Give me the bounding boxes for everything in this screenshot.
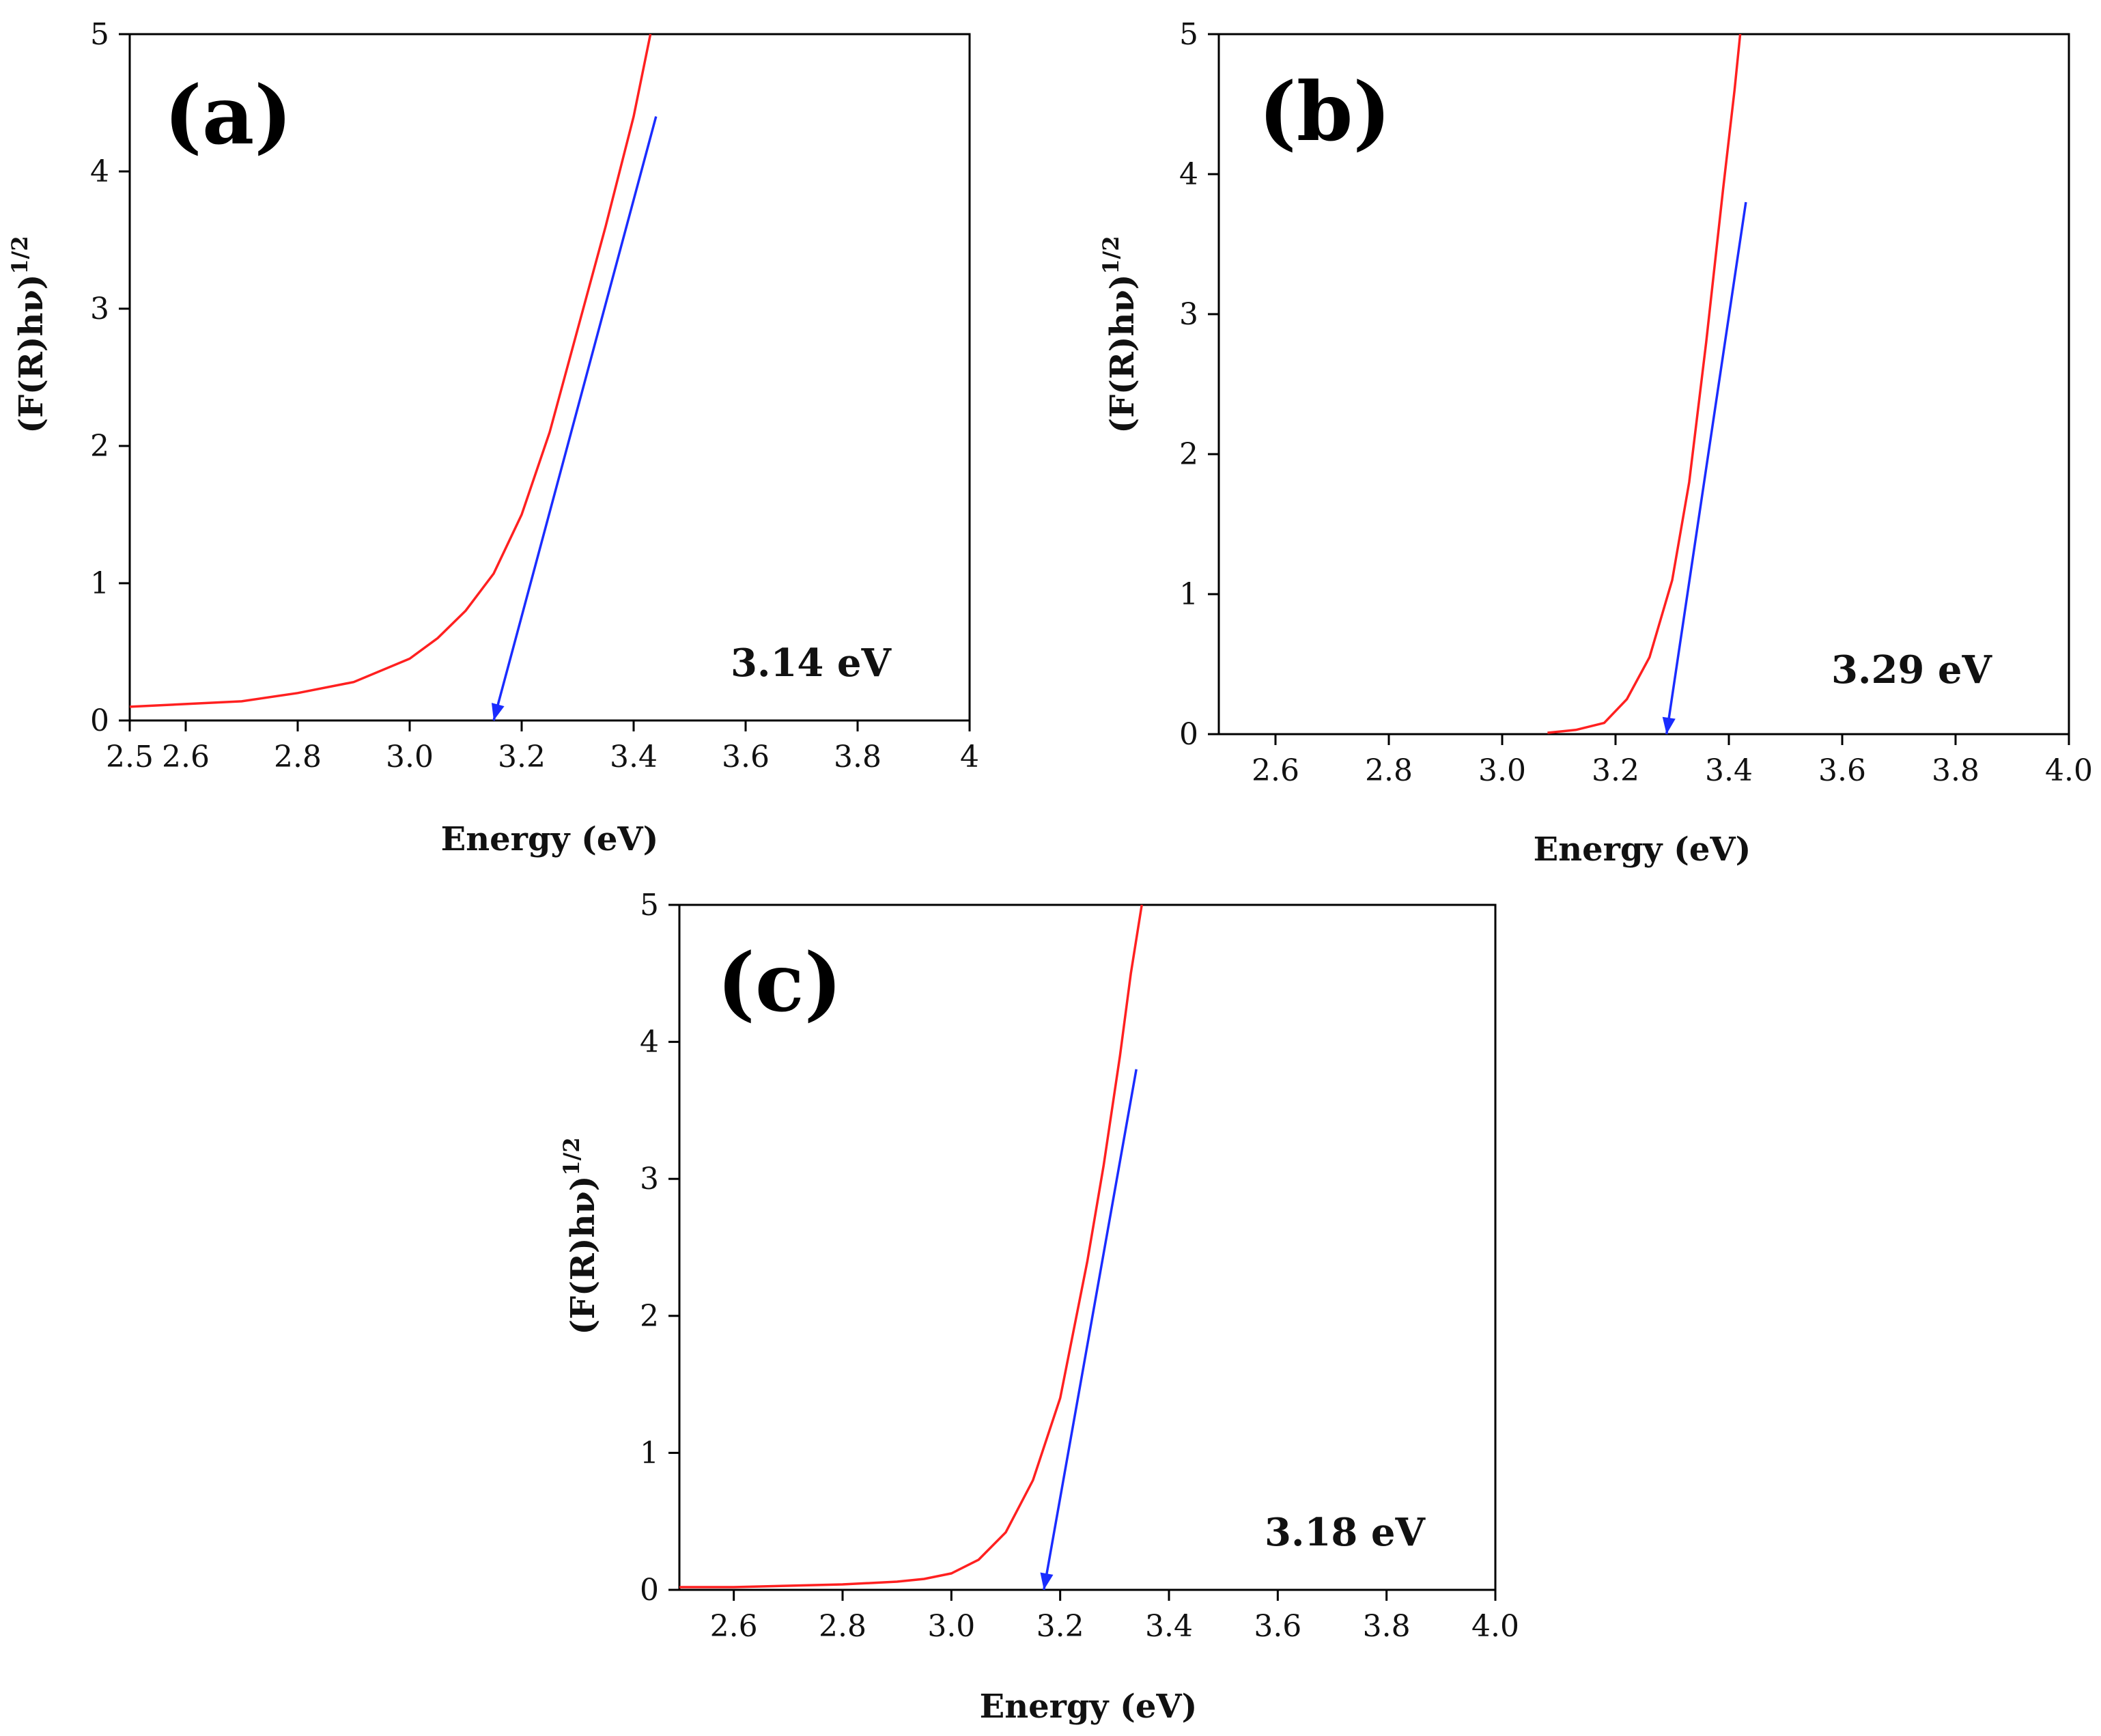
panel-a-y-tick-label: 0 bbox=[90, 703, 109, 738]
panel-c-y-tick-label: 2 bbox=[640, 1299, 659, 1334]
panel-c-y-axis-label-main: (F(R)hν) bbox=[564, 1176, 602, 1335]
panel-c-spectrum-line bbox=[679, 904, 1143, 1588]
panel-b-series bbox=[1547, 33, 1747, 735]
panel-c-series bbox=[679, 904, 1143, 1591]
panel-c: 2.6 2.8 3.0 3.2 3.4 3.6 3.8 4.0 0 1 2 3 4 5 (c) 3.18… bbox=[559, 888, 1519, 1726]
panel-a-x-tick-label: 3.6 bbox=[722, 740, 770, 774]
panel-c-bandgap-label: 3.18 eV bbox=[1265, 1510, 1426, 1555]
panel-a: 2.5 2.6 2.8 3.0 3.2 3.4 3.6 3.8 4 0 1 2 3 4 5 (a) 3.1… bbox=[7, 17, 979, 858]
panel-b-x-tick-label: 3.4 bbox=[1705, 753, 1753, 788]
panel-a-x-tick-label: 3.4 bbox=[610, 740, 658, 774]
panel-a-y-axis-label-text: (F(R)hν)1/2 bbox=[7, 236, 51, 433]
panel-b-x-tick-label: 2.8 bbox=[1365, 753, 1413, 788]
panel-c-y-tick-label: 0 bbox=[640, 1573, 659, 1608]
panel-c-x-tick-label: 3.2 bbox=[1037, 1609, 1084, 1644]
panel-b-spectrum-line bbox=[1547, 33, 1742, 734]
panel-b-y-tick-label: 0 bbox=[1179, 717, 1198, 752]
panel-a-y-axis-label-main: (F(R)hν) bbox=[12, 275, 51, 434]
panel-b-y-axis-label-text: (F(R)hν)1/2 bbox=[1098, 236, 1142, 433]
panel-b-y-axis-label-sup: 1/2 bbox=[1098, 236, 1124, 274]
panel-a-y-tick-label: 4 bbox=[90, 154, 109, 189]
panel-b-tangent-arrowhead bbox=[1662, 716, 1676, 734]
panel-c-y-tick-label: 3 bbox=[640, 1162, 659, 1196]
panel-a-tangent-arrowhead bbox=[491, 703, 505, 720]
panel-c-x-tick-label: 3.8 bbox=[1363, 1609, 1411, 1644]
panel-b-tangent-line bbox=[1665, 201, 1747, 735]
panel-c-x-tick-label: 3.0 bbox=[927, 1609, 975, 1644]
panel-b-label: (b) bbox=[1258, 64, 1391, 159]
panel-c-tangent-line bbox=[1043, 1069, 1138, 1591]
panel-b-y-tick-label: 5 bbox=[1179, 17, 1198, 52]
panel-b-x-axis-label: Energy (eV) bbox=[1534, 830, 1751, 869]
panel-b-y-tick-label: 4 bbox=[1179, 157, 1198, 192]
panel-b-bandgap-label: 3.29 eV bbox=[1831, 647, 1993, 692]
panel-b-x-tick-label: 2.6 bbox=[1252, 753, 1299, 788]
panel-c-frame bbox=[678, 904, 1497, 1591]
panel-a-bandgap-label: 3.14 eV bbox=[731, 641, 892, 686]
panel-c-y-axis-label-text: (F(R)hν)1/2 bbox=[559, 1137, 602, 1334]
panel-a-y-tick-label: 2 bbox=[90, 429, 109, 464]
panel-a-x-tick-label: 3.0 bbox=[386, 740, 434, 774]
panel-a-x-tick-label: 3.2 bbox=[498, 740, 546, 774]
panel-a-tangent-line bbox=[492, 116, 658, 721]
panel-c-y-tick-label: 5 bbox=[640, 888, 659, 923]
panel-a-y-ticks: 0 1 2 3 4 5 bbox=[90, 17, 130, 738]
panel-c-x-tick-label: 2.6 bbox=[710, 1609, 758, 1644]
panel-a-frame bbox=[128, 33, 971, 722]
panel-a-x-tick-label: 2.8 bbox=[274, 740, 322, 774]
panel-c-x-ticks: 2.6 2.8 3.0 3.2 3.4 3.6 3.8 4.0 bbox=[710, 1590, 1519, 1644]
panel-b-y-tick-label: 1 bbox=[1179, 577, 1198, 612]
panel-b-x-tick-label: 3.6 bbox=[1818, 753, 1866, 788]
panel-a-series bbox=[129, 33, 658, 721]
panel-c-y-axis-label-sup: 1/2 bbox=[559, 1137, 584, 1175]
panel-b-y-ticks: 0 1 2 3 4 5 bbox=[1179, 17, 1219, 752]
panel-c-y-axis-label: (F(R)hν)1/2 bbox=[559, 1137, 602, 1334]
panel-b-y-axis-label: (F(R)hν)1/2 bbox=[1098, 236, 1142, 433]
panel-c-tangent-arrowhead bbox=[1040, 1572, 1054, 1590]
panel-a-spectrum-line bbox=[129, 33, 652, 708]
panel-c-y-tick-label: 4 bbox=[640, 1025, 659, 1060]
panel-b-y-tick-label: 3 bbox=[1179, 297, 1198, 332]
panel-a-x-tick-label: 2.6 bbox=[162, 740, 210, 774]
panel-a-x-tick-label: 3.8 bbox=[834, 740, 882, 774]
panel-c-x-tick-label: 4.0 bbox=[1471, 1609, 1519, 1644]
panel-a-label: (a) bbox=[164, 68, 292, 163]
panel-a-y-tick-label: 1 bbox=[90, 566, 109, 601]
panel-b-x-tick-label: 3.2 bbox=[1592, 753, 1639, 788]
panel-a-y-axis-label-sup: 1/2 bbox=[7, 236, 33, 274]
panel-b: 2.6 2.8 3.0 3.2 3.4 3.6 3.8 4.0 0 1 2 3 4 5 (b) 3.29… bbox=[1098, 17, 2093, 869]
panel-b-x-tick-label: 3.0 bbox=[1478, 753, 1526, 788]
panel-c-x-tick-label: 2.8 bbox=[819, 1609, 866, 1644]
panel-b-y-tick-label: 2 bbox=[1179, 437, 1198, 472]
panel-c-y-ticks: 0 1 2 3 4 5 bbox=[640, 888, 679, 1608]
panel-a-y-tick-label: 5 bbox=[90, 17, 109, 52]
panel-b-y-axis-label-main: (F(R)hν) bbox=[1103, 275, 1142, 434]
panel-c-label: (c) bbox=[717, 935, 843, 1030]
panel-a-y-axis-label: (F(R)hν)1/2 bbox=[7, 236, 51, 433]
panel-a-x-ticks: 2.5 2.6 2.8 3.0 3.2 3.4 3.6 3.8 4 bbox=[106, 720, 979, 774]
panel-c-x-axis-label: Energy (eV) bbox=[980, 1688, 1198, 1726]
panel-b-x-tick-label: 4.0 bbox=[2045, 753, 2093, 788]
panel-a-x-tick-label: 4 bbox=[960, 740, 979, 774]
panel-c-y-tick-label: 1 bbox=[640, 1436, 659, 1470]
panel-b-frame bbox=[1217, 33, 2070, 736]
panel-a-x-tick-label: 2.5 bbox=[106, 740, 154, 774]
panel-a-x-axis-label: Energy (eV) bbox=[441, 820, 659, 858]
panel-c-x-tick-label: 3.4 bbox=[1145, 1609, 1193, 1644]
panel-c-x-tick-label: 3.6 bbox=[1254, 1609, 1301, 1644]
panel-b-x-tick-label: 3.8 bbox=[1932, 753, 1979, 788]
panel-a-y-tick-label: 3 bbox=[90, 292, 109, 326]
panel-b-x-ticks: 2.6 2.8 3.0 3.2 3.4 3.6 3.8 4.0 bbox=[1252, 734, 2093, 788]
